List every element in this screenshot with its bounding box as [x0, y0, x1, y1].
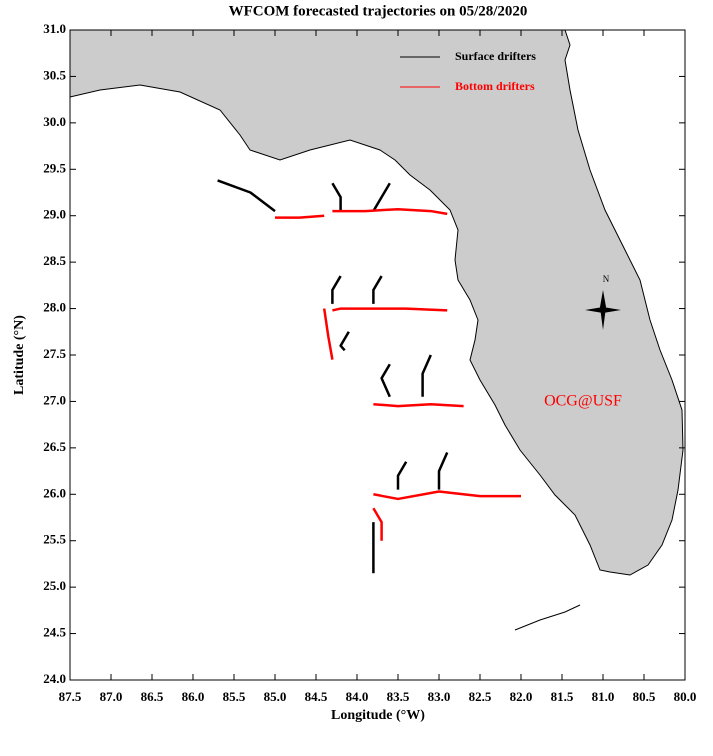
- x-tick-label: 87.0: [100, 689, 123, 704]
- trajectory: [396, 461, 408, 490]
- legend-label: Bottom drifters: [455, 79, 535, 93]
- x-tick-label: 81.0: [592, 689, 615, 704]
- y-tick-label: 26.5: [43, 439, 66, 454]
- x-tick-label: 82.0: [510, 689, 533, 704]
- y-tick-label: 28.5: [43, 253, 66, 268]
- y-tick-label: 24.0: [43, 671, 66, 686]
- trajectory: [332, 207, 448, 216]
- y-tick-label: 27.0: [43, 392, 66, 407]
- x-tick-label: 83.0: [428, 689, 451, 704]
- x-tick-label: 85.5: [223, 689, 246, 704]
- y-tick-label: 25.5: [43, 532, 66, 547]
- keys: [514, 604, 581, 631]
- trajectory: [332, 307, 448, 312]
- x-tick-label: 82.5: [469, 689, 492, 704]
- x-tick-label: 81.5: [551, 689, 574, 704]
- y-tick-label: 31.0: [43, 21, 66, 36]
- x-tick-label: 86.0: [182, 689, 205, 704]
- x-tick-label: 85.0: [264, 689, 287, 704]
- x-tick-label: 83.5: [387, 689, 410, 704]
- x-tick-label: 86.5: [141, 689, 164, 704]
- y-tick-label: 30.0: [43, 114, 66, 129]
- trajectory: [322, 308, 334, 360]
- chart-title: WFCOM forecasted trajectories on 05/28/2…: [229, 3, 528, 19]
- y-tick-label: 29.0: [43, 207, 66, 222]
- trajectory: [380, 363, 391, 398]
- trajectory: [372, 182, 391, 212]
- y-tick-label: 24.5: [43, 625, 66, 640]
- trajectory: [331, 275, 342, 304]
- trajectory: [373, 402, 464, 408]
- y-tick-label: 30.5: [43, 67, 66, 82]
- y-tick-label: 25.0: [43, 578, 66, 593]
- legend-label: Surface drifters: [455, 49, 536, 63]
- trajectory: [339, 331, 350, 352]
- trajectory: [331, 182, 342, 212]
- trajectory: [275, 214, 325, 219]
- trajectory: [373, 490, 521, 501]
- svg-text:N: N: [603, 274, 610, 284]
- y-axis-label: Latitude (°N): [12, 315, 27, 395]
- compass: N: [585, 274, 621, 330]
- y-tick-label: 26.0: [43, 485, 66, 500]
- y-tick-label: 27.5: [43, 346, 66, 361]
- x-tick-label: 84.0: [346, 689, 369, 704]
- trajectory: [372, 275, 383, 304]
- trajectory: [372, 507, 383, 541]
- y-tick-label: 29.5: [43, 160, 66, 175]
- x-tick-label: 87.5: [59, 689, 82, 704]
- trajectory: [217, 179, 276, 213]
- x-tick-label: 80.0: [674, 689, 697, 704]
- x-tick-label: 80.5: [633, 689, 656, 704]
- trajectory: [421, 354, 432, 397]
- x-tick-label: 84.5: [305, 689, 328, 704]
- x-axis-label: Longitude (°W): [331, 708, 425, 723]
- land: [69, 29, 684, 576]
- trajectory: [437, 451, 449, 490]
- annotation: OCG@USF: [544, 393, 622, 410]
- y-tick-label: 28.0: [43, 300, 66, 315]
